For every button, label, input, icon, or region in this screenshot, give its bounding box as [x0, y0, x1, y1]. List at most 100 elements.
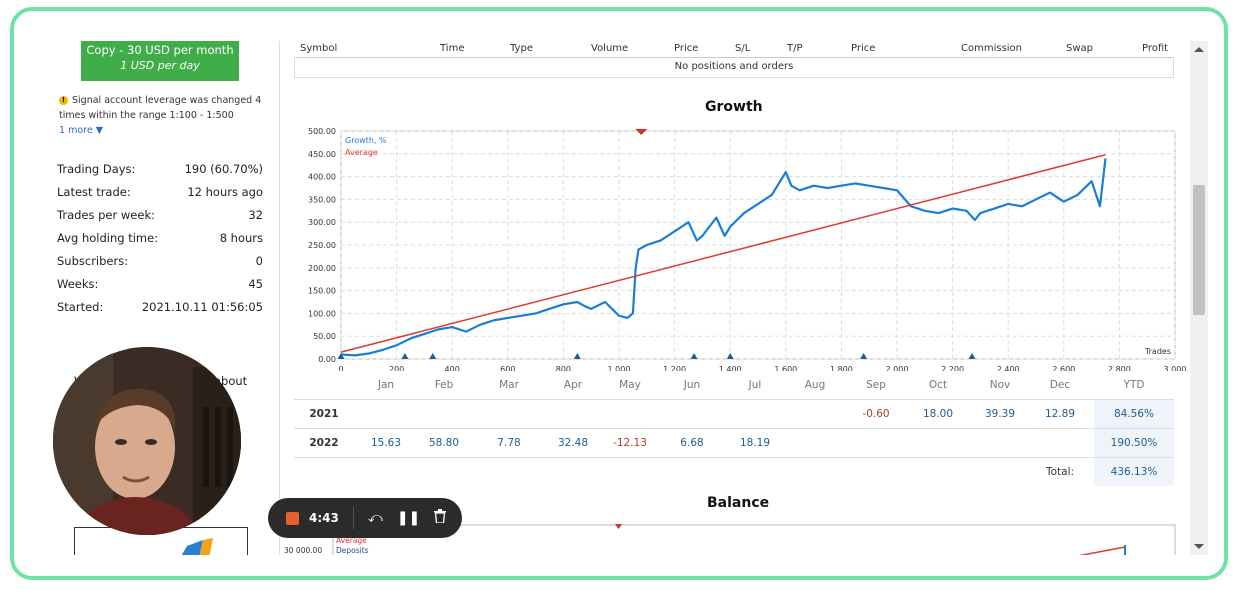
page-scrollbar[interactable]: [1190, 41, 1208, 555]
balance-average-line: [1078, 546, 1126, 555]
column-header[interactable]: Time: [440, 43, 465, 54]
monthly-table-header: Jan Feb Mar Apr May Jun Jul Aug Sep Oct Nov Dec YTD: [294, 371, 1174, 400]
copy-subscription-button[interactable]: Copy - 30 USD per month 1 USD per day: [81, 41, 239, 81]
column-header[interactable]: Price: [674, 43, 699, 54]
trade-marker: [726, 353, 734, 359]
signal-main-content: Symbol Time Type Volume Price S/L T/P Price Comm…: [279, 41, 1190, 555]
notice-text: Signal account leverage was changed 4 ti…: [59, 95, 262, 121]
stat-value: 32: [248, 208, 263, 222]
stat-label: Started:: [57, 300, 104, 314]
webcam-overlay: [53, 347, 241, 535]
year-cell: 2022: [309, 437, 339, 449]
balance-chart: 30 000.00 Average Deposits: [284, 524, 1176, 555]
month-value-cell: 18.00: [922, 408, 954, 420]
x-tick-label: 2 600: [1052, 365, 1075, 371]
column-header[interactable]: Symbol: [300, 43, 338, 54]
month-header: May: [619, 379, 641, 391]
month-value-cell: -12.13: [613, 437, 647, 449]
y-tick-label: 450.00: [308, 150, 336, 159]
x-tick-label: 800: [556, 365, 571, 371]
column-header[interactable]: Commission: [961, 43, 1023, 54]
month-value-cell: 39.39: [984, 408, 1016, 420]
copy-daily-price-label: 1 USD per day: [120, 59, 200, 72]
y-tick-label: 200.00: [308, 264, 336, 273]
trade-marker: [401, 353, 409, 359]
month-header: YTD: [1123, 379, 1145, 391]
ytd-cell: 84.56%: [1094, 400, 1174, 428]
column-header[interactable]: Profit: [1142, 43, 1169, 54]
month-value-cell: 58.80: [428, 437, 460, 449]
month-value-cell: 15.63: [370, 437, 402, 449]
total-label: Total:: [1045, 466, 1075, 478]
stat-value: 2021.10.11 01:56:05: [141, 300, 263, 314]
x-tick-label: 0: [338, 365, 343, 371]
series-line-average: [340, 153, 1106, 353]
x-tick-label: 1 200: [663, 365, 686, 371]
y-tick-label: 400.00: [308, 173, 336, 182]
month-header: Feb: [434, 379, 454, 391]
stat-row: Trades per week: 32: [57, 208, 263, 231]
stat-value: 45: [248, 277, 263, 291]
stat-value: 12 hours ago: [187, 185, 263, 199]
stat-value: 190 (60.70%): [184, 162, 263, 176]
scroll-up-arrow-icon[interactable]: [1194, 47, 1204, 52]
balance-y-tick: 30 000.00: [284, 546, 322, 555]
column-header[interactable]: Volume: [591, 43, 629, 54]
legend-entry: Average: [345, 148, 378, 157]
column-header[interactable]: Price: [851, 43, 876, 54]
column-header[interactable]: T/P: [787, 43, 803, 54]
year-cell: 2021: [309, 408, 339, 420]
x-tick-label: 200: [389, 365, 404, 371]
x-tick-label: 1 600: [774, 365, 797, 371]
y-tick-label: 500.00: [308, 127, 336, 136]
copy-price-label: Copy - 30 USD per month: [86, 43, 234, 57]
x-tick-label: 3 000: [1164, 365, 1187, 371]
stat-row: Latest trade: 12 hours ago: [57, 185, 263, 208]
signal-stats: Trading Days: 190 (60.70%) Latest trade: 12…: [57, 162, 263, 323]
recording-time: 4:43: [309, 511, 339, 525]
month-value-cell: 7.78: [497, 437, 521, 449]
y-tick-label: 0.00: [318, 355, 336, 364]
x-tick-label: 1 000: [608, 365, 631, 371]
month-header: Jun: [683, 379, 701, 391]
series-line-growth: [340, 158, 1107, 357]
stat-label: Subscribers:: [57, 254, 129, 268]
ytd-cell: 190.50%: [1094, 429, 1174, 457]
y-tick-label: 100.00: [308, 309, 336, 318]
x-tick-label: 400: [445, 365, 460, 371]
screen-recorder-bar: 4:43 ⤺ ❚❚: [268, 498, 462, 538]
month-value-cell: -0.60: [862, 408, 890, 420]
legend-entry: Growth, %: [345, 136, 387, 145]
month-header: Sep: [866, 379, 886, 391]
trade-marker: [690, 353, 698, 359]
balance-legend-deposits: Deposits: [336, 546, 369, 555]
x-tick-label: 2 800: [1108, 365, 1131, 371]
trade-marker: [573, 353, 581, 359]
show-more-link[interactable]: 1 more ▼: [59, 125, 103, 136]
month-header: Nov: [989, 379, 1011, 391]
x-tick-label: 1 400: [719, 365, 742, 371]
x-axis-label: Trades: [1144, 347, 1171, 356]
stat-label: Trades per week:: [57, 208, 155, 222]
month-header: Dec: [1049, 379, 1071, 391]
undo-icon[interactable]: ⤺: [367, 510, 383, 526]
balance-legend-average: Average: [336, 536, 367, 545]
y-tick-label: 150.00: [308, 287, 336, 296]
positions-table-header: Symbol Time Type Volume Price S/L T/P Price Comm…: [294, 43, 1174, 58]
month-header: Aug: [804, 379, 826, 391]
growth-chart-title: Growth: [705, 99, 763, 115]
column-header[interactable]: Type: [510, 43, 533, 54]
month-value-cell: 6.68: [680, 437, 704, 449]
trade-marker: [860, 353, 868, 359]
stop-recording-button[interactable]: [286, 511, 299, 525]
balance-top-marker: [615, 524, 622, 529]
scroll-down-arrow-icon[interactable]: [1194, 544, 1204, 549]
stat-value: 8 hours: [219, 231, 263, 245]
trash-icon[interactable]: [434, 509, 447, 527]
column-header[interactable]: Swap: [1066, 43, 1094, 54]
pause-icon[interactable]: ❚❚: [396, 510, 421, 526]
scrollbar-thumb[interactable]: [1193, 185, 1205, 315]
stat-value: 0: [255, 254, 263, 268]
column-header[interactable]: S/L: [735, 43, 751, 54]
logo-graphic: [181, 538, 213, 555]
